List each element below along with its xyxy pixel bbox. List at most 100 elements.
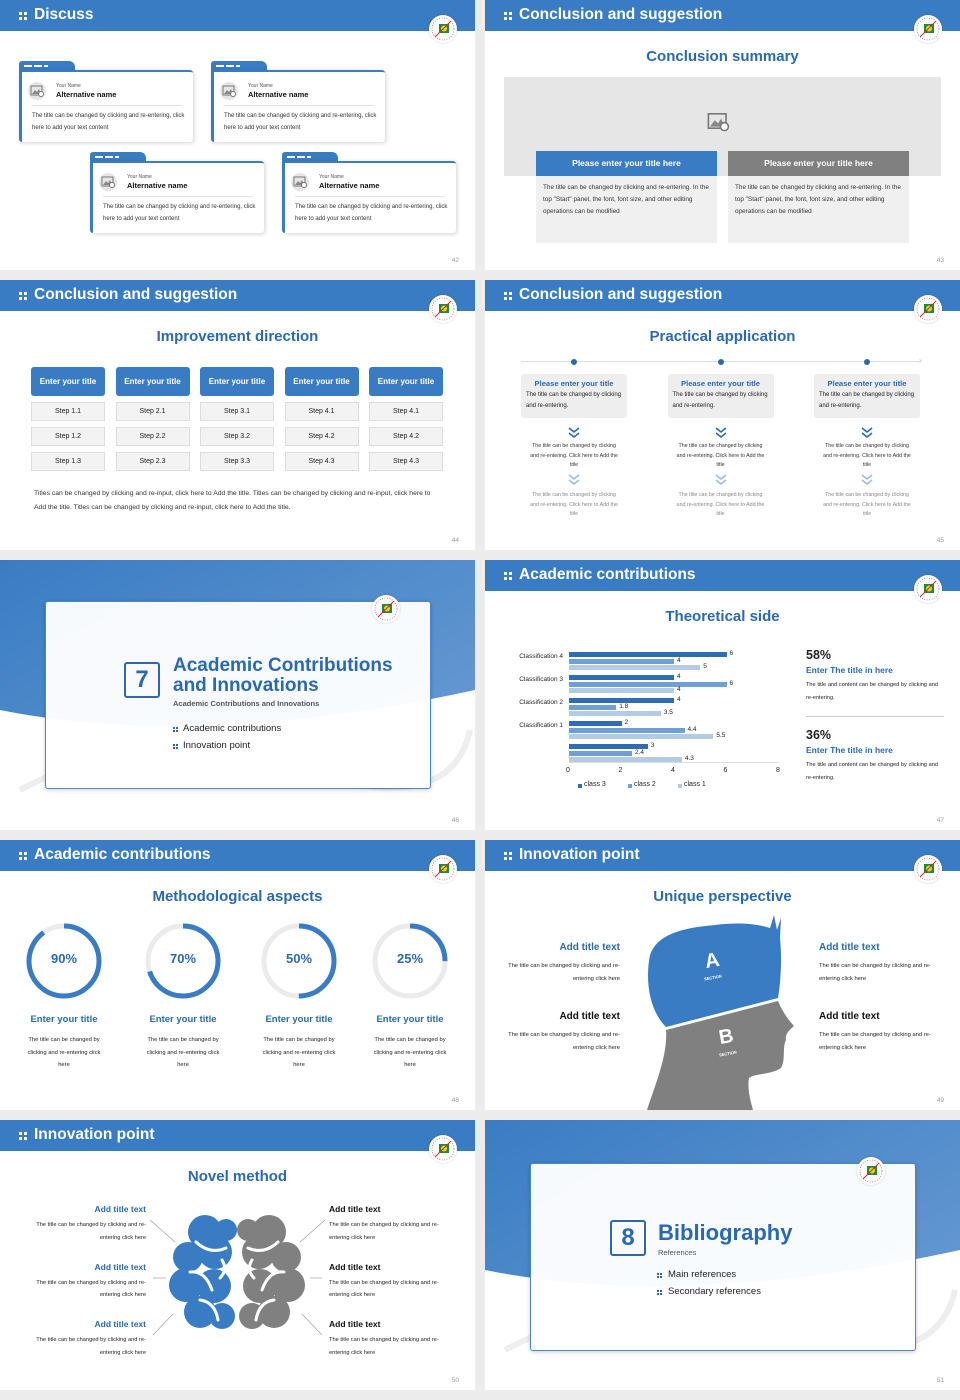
bar-class-2 (569, 704, 617, 710)
slide-header-title: Conclusion and suggestion (34, 286, 238, 303)
slide-44[interactable]: Conclusion and suggestion 44 Improvement d… (0, 280, 475, 550)
x-tick-label: 6 (723, 767, 728, 774)
profile-card[interactable]: Your Name Alternative name The title can b… (19, 70, 193, 142)
section-item[interactable]: Innovation point (183, 740, 251, 751)
ring-text: The title can be changed by clicking and… (146, 1037, 220, 1068)
panel-title[interactable]: Please enter your title here (536, 151, 717, 176)
column-header-button[interactable]: Enter your title (115, 367, 190, 396)
item-step-text: The title can be changed by clicking and… (676, 443, 765, 468)
card-text: The title can be changed by clicking and… (32, 113, 185, 131)
section-number: 7 (124, 662, 160, 698)
stat-value: 58% (806, 648, 832, 662)
column-header-button[interactable]: Enter your title (200, 367, 274, 396)
slide-50[interactable]: Innovation point 50 Novel method Add title … (0, 1120, 475, 1390)
profile-card[interactable]: Your Name Alternative name The title can b… (282, 161, 456, 233)
bar-class-3 (569, 721, 622, 726)
section-subtitle: Academic Contributions and Innovations (173, 699, 320, 708)
slide-header-title: Innovation point (34, 1126, 155, 1143)
block-text: The title can be changed by clicking and… (36, 1222, 146, 1241)
section-title: Bibliography (658, 1220, 793, 1245)
university-logo (429, 295, 457, 323)
panel-title[interactable]: Please enter your title here (728, 151, 909, 176)
x-axis-line (569, 762, 779, 763)
legend-swatch (678, 784, 682, 788)
bar-class-1 (569, 711, 661, 716)
step-box: Step 4.1 (284, 402, 359, 421)
legend-swatch (628, 784, 632, 788)
page-number: 47 (936, 817, 944, 824)
step-box: Step 4.3 (284, 452, 359, 471)
page-number: 48 (451, 1097, 459, 1104)
block-text: The title can be changed by clicking and… (819, 1032, 931, 1051)
profile-card[interactable]: Your Name Alternative name The title can b… (211, 70, 385, 142)
bar-value-label: 4 (677, 696, 681, 703)
slide-subtitle: Improvement direction (156, 328, 319, 345)
progress-label: 90% (50, 951, 78, 966)
progress-ring (24, 921, 104, 1001)
section-item[interactable]: Main references (668, 1269, 737, 1280)
bar-value-label: 3.5 (663, 709, 673, 716)
bar-value-label: 6 (729, 679, 734, 687)
block-text: The title can be changed by clicking and… (329, 1222, 439, 1241)
progress-ring (370, 921, 450, 1001)
slide-subtitle: Theoretical side (665, 608, 780, 625)
slide-49[interactable]: Innovation point 49 Unique perspective A SEC… (485, 840, 960, 1110)
university-logo (914, 575, 942, 603)
bar-class-2 (569, 727, 685, 733)
bar-value-label: 2.4 (635, 748, 645, 756)
column-header-button[interactable]: Enter your title (369, 367, 443, 396)
slide-42[interactable]: Discuss 42 Your Name Alternative name The ti… (0, 0, 475, 270)
bar-value-label: 1.8 (619, 702, 629, 710)
section-item[interactable]: Secondary references (668, 1286, 761, 1297)
university-logo (429, 855, 457, 883)
block-title: Add title text (329, 1204, 381, 1214)
section-card (45, 601, 431, 789)
slide-48[interactable]: Academic contributions 48 Methodological a… (0, 840, 475, 1110)
page-number: 45 (936, 537, 944, 544)
step-box: Step 1.2 (31, 427, 105, 446)
step-box: Step 1.1 (31, 402, 105, 421)
timeline-dot (864, 359, 870, 365)
slide-47[interactable]: Academic contributions 47 Theoretical side… (485, 560, 960, 830)
block-title: Add title text (94, 1261, 146, 1272)
block-title: Add title text (819, 942, 880, 953)
block-text: The title can be changed by clicking and… (36, 1337, 146, 1356)
slide-45[interactable]: Conclusion and suggestion 45 Practical app… (485, 280, 960, 550)
slide-header-title: Conclusion and suggestion (519, 6, 723, 23)
block-text: The title can be changed by clicking and… (36, 1279, 146, 1299)
chevron-down-icon (860, 473, 874, 491)
block-title: Add title text (559, 942, 620, 953)
step-box: Step 4.3 (369, 452, 443, 471)
avatar-image-icon (99, 173, 117, 191)
grid-dots-icon (19, 1132, 22, 1135)
stat-value: 36% (806, 728, 832, 742)
stat-text: The title and content can be changed by … (806, 762, 938, 781)
grid-dots-icon (173, 744, 175, 746)
grid-dots-icon (504, 852, 507, 855)
stat-text: The title and content can be changed by … (806, 682, 938, 701)
section-card (530, 1163, 916, 1351)
section-title: and Innovations (173, 675, 319, 696)
progress-ring-fill (261, 923, 337, 999)
item-title: Please enter your title (827, 379, 907, 388)
university-logo (372, 595, 400, 623)
block-text: The title can be changed by clicking and… (329, 1279, 439, 1299)
step-box: Step 3.3 (200, 452, 274, 471)
profile-card[interactable]: Your Name Alternative name The title can b… (90, 161, 264, 233)
chevron-down-icon (714, 473, 728, 491)
avatar-image-icon (28, 82, 46, 100)
slide-46[interactable]: 7 Academic Contributions and Innovations Ac… (0, 560, 475, 830)
slide-51[interactable]: 8 Bibliography References Main references Se… (485, 1120, 960, 1390)
description-paragraph: Titles can be changed by clicking and re… (34, 490, 431, 511)
column-header-button[interactable]: Enter your title (31, 367, 105, 396)
bar-class-3 (569, 652, 727, 657)
column-header-button[interactable]: Enter your title (284, 367, 359, 396)
grid-dots-icon (19, 12, 22, 15)
bar-class-1 (569, 734, 714, 739)
slide-43[interactable]: Conclusion and suggestion 43 Conclusion su… (485, 0, 960, 270)
section-item[interactable]: Academic contributions (183, 723, 282, 734)
section-title: Academic Contributions (173, 655, 393, 676)
page-number: 43 (936, 257, 944, 264)
card-divider (295, 196, 445, 197)
grid-dots-icon (504, 572, 507, 575)
